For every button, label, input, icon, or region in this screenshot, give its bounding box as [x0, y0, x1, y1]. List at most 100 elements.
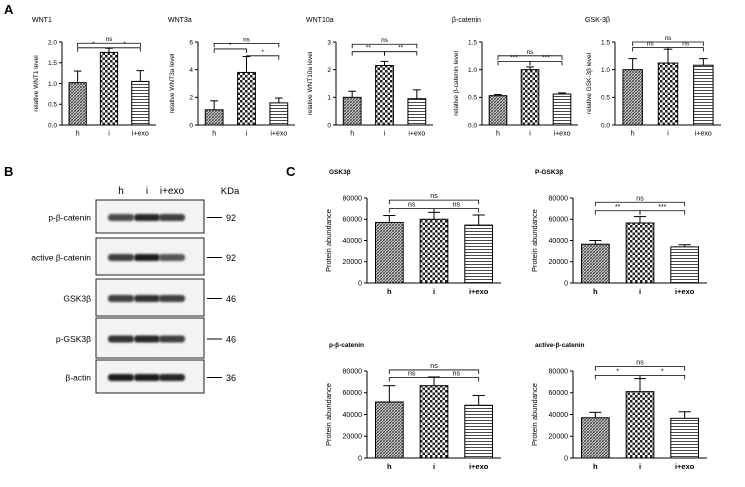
bar-h — [580, 243, 610, 284]
bar-i — [375, 65, 394, 126]
y-tick-label: 80000 — [343, 195, 363, 202]
y-tick-label: 80000 — [549, 368, 569, 375]
significance-label: * — [229, 42, 232, 49]
y-tick-label: 40000 — [549, 238, 569, 245]
bar-h — [374, 401, 404, 459]
significance-bracket — [246, 55, 280, 60]
bar-iplusexo — [269, 102, 289, 126]
bar-i — [657, 62, 679, 126]
bar-iplusexo — [464, 404, 494, 459]
kda-marker-value: 46 — [226, 294, 236, 304]
significance-label: ** — [398, 45, 404, 52]
x-tick-label: i — [433, 287, 435, 296]
bar-iplusexo — [693, 64, 714, 126]
significance-bracket — [594, 201, 686, 207]
significance-bracket — [433, 377, 480, 382]
significance-bracket — [213, 42, 280, 48]
y-tick-label: 0.0 — [48, 122, 57, 129]
y-tick-label: 0.5 — [48, 102, 57, 109]
blot-row-label: p-β-catenin — [48, 213, 91, 223]
significance-label: *** — [658, 204, 666, 211]
y-axis-label: relative WNT10a level — [307, 51, 314, 115]
protein-band — [134, 295, 160, 302]
significance-bracket — [351, 43, 418, 49]
x-tick-label: i — [529, 131, 531, 138]
chart-a4: GSK-3β relative GSK-3β level 0.0 0.5 1.0 1.5 h… — [585, 17, 721, 138]
protein-band — [159, 374, 185, 381]
protein-band — [159, 254, 185, 261]
protein-band — [134, 335, 160, 343]
y-tick-label: 20000 — [549, 434, 569, 441]
bar-iplusexo — [407, 98, 427, 126]
y-tick-label: 0 — [564, 455, 568, 462]
y-tick-label: 2.0 — [48, 39, 57, 46]
y-axis-label: relative GSK-3β level — [586, 52, 593, 114]
significance-bracket — [632, 47, 669, 52]
significance-bracket — [384, 51, 418, 56]
significance-bracket — [213, 48, 247, 53]
y-tick-label: 2 — [189, 95, 193, 102]
x-tick-label: h — [212, 131, 216, 138]
x-tick-label: i+exo — [675, 462, 695, 471]
significance-bracket — [594, 374, 641, 380]
y-tick-label: 0 — [189, 122, 193, 129]
x-tick-label: i+exo — [554, 131, 571, 138]
y-axis-label: Protein abundance — [324, 383, 333, 446]
lane-label: i — [146, 186, 148, 197]
panel-b-western-blot: h i i+exo KDa p-β-catenin 92 active β-catenin 9… — [31, 186, 240, 394]
significance-bracket — [77, 42, 141, 48]
significance-bracket — [594, 210, 641, 215]
significance-bracket — [497, 55, 563, 60]
y-tick-label: 40000 — [549, 412, 569, 419]
y-tick-label: 1.5 — [601, 39, 610, 46]
panel-label-c: C — [286, 164, 296, 179]
kda-marker-value: 46 — [226, 335, 236, 345]
significance-bracket — [497, 60, 531, 66]
x-tick-label: i+exo — [469, 287, 489, 296]
kda-unit-label: KDa — [221, 186, 240, 197]
y-tick-label: 0 — [327, 122, 331, 129]
significance-label: ns — [243, 36, 251, 43]
y-tick-label: 60000 — [549, 390, 569, 397]
bar-i — [419, 218, 449, 284]
bar-iplusexo — [670, 417, 700, 459]
bar-iplusexo — [131, 80, 150, 126]
protein-band — [159, 335, 185, 343]
bar-i — [625, 222, 655, 284]
y-tick-label: 40000 — [343, 412, 363, 419]
significance-label: *** — [542, 54, 550, 61]
y-tick-label: 80000 — [549, 195, 569, 202]
protein-band — [108, 335, 134, 343]
bar-h — [342, 96, 362, 126]
significance-bracket — [639, 374, 686, 380]
x-tick-label: i+exo — [675, 287, 695, 296]
y-axis-label: Protein abundance — [530, 209, 539, 272]
blot-row: p-GSK3β 46 — [56, 317, 236, 359]
y-tick-label: 0.0 — [468, 122, 477, 129]
panel-label-a: A — [4, 2, 14, 17]
significance-bracket — [108, 47, 141, 52]
chart-a3: β-catenin relative β-catenin level 0.0 0.5 1… — [452, 17, 578, 138]
y-tick-label: 60000 — [549, 217, 569, 224]
y-tick-label: 0.5 — [468, 95, 477, 102]
y-axis-label: relative WNT1 level — [33, 55, 40, 112]
protein-band — [159, 295, 185, 302]
chart-title: β-catenin — [452, 17, 481, 24]
protein-band — [108, 374, 134, 381]
y-tick-label: 0.5 — [601, 95, 610, 102]
bar-h — [374, 221, 404, 284]
x-tick-label: h — [593, 462, 598, 471]
y-axis-label: Protein abundance — [530, 383, 539, 446]
chart-title: active-β-catenin — [535, 342, 585, 349]
bar-iplusexo — [552, 93, 572, 126]
y-tick-label: 1 — [327, 95, 331, 102]
bar-i — [419, 385, 449, 459]
bar-i — [99, 51, 119, 126]
significance-label: ns — [106, 36, 114, 43]
x-tick-label: h — [350, 131, 354, 138]
significance-bracket — [639, 210, 686, 215]
significance-label: *** — [510, 54, 518, 61]
protein-band — [108, 295, 134, 302]
significance-label: ns — [453, 202, 461, 209]
